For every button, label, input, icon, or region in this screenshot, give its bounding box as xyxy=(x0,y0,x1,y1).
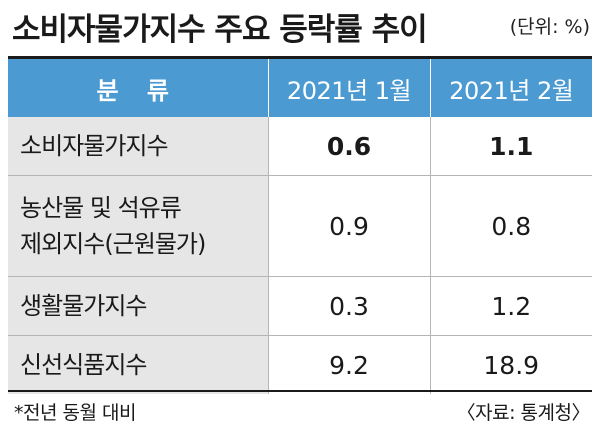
value-feb: 1.2 xyxy=(429,276,592,336)
unit-label: (단위: %) xyxy=(509,16,590,38)
header-row: 분 류 2021년 1월 2021년 2월 xyxy=(8,59,592,117)
value-feb: 18.9 xyxy=(429,335,592,394)
cpi-table: 분 류 2021년 1월 2021년 2월 소비자물가지수 0.6 1.1 농산… xyxy=(8,59,592,394)
value-jan: 0.3 xyxy=(267,276,430,336)
source-label: 〈자료: 통계청〉 xyxy=(456,402,591,424)
row-label-line2: 제외지수(근원물가) xyxy=(20,230,206,258)
top-rule xyxy=(8,56,592,59)
value-jan: 0.9 xyxy=(267,175,430,277)
row-label: 생활물가지수 xyxy=(8,276,268,336)
row-label: 농산물 및 석유류 제외지수(근원물가) xyxy=(8,175,268,277)
header-feb-2021: 2021년 2월 xyxy=(429,59,592,117)
header-category: 분 류 xyxy=(8,59,268,117)
header-jan-2021: 2021년 1월 xyxy=(267,59,430,117)
table-row: 농산물 및 석유류 제외지수(근원물가) 0.9 0.8 xyxy=(8,175,592,277)
value-jan: 0.6 xyxy=(267,117,430,176)
value-feb: 1.1 xyxy=(429,117,592,176)
table-row: 소비자물가지수 0.6 1.1 xyxy=(8,117,592,176)
table-row: 신선식품지수 9.2 18.9 xyxy=(8,335,592,394)
footnote: *전년 동월 대비 xyxy=(14,402,136,424)
row-label: 신선식품지수 xyxy=(8,335,268,394)
table-row: 생활물가지수 0.3 1.2 xyxy=(8,276,592,336)
value-jan: 9.2 xyxy=(267,335,430,394)
table-title: 소비자물가지수 주요 등락률 추이 xyxy=(12,12,428,48)
value-feb: 0.8 xyxy=(429,175,592,277)
row-label: 소비자물가지수 xyxy=(8,117,268,176)
bottom-rule xyxy=(8,390,592,392)
row-label-line1: 농산물 및 석유류 xyxy=(20,194,182,222)
